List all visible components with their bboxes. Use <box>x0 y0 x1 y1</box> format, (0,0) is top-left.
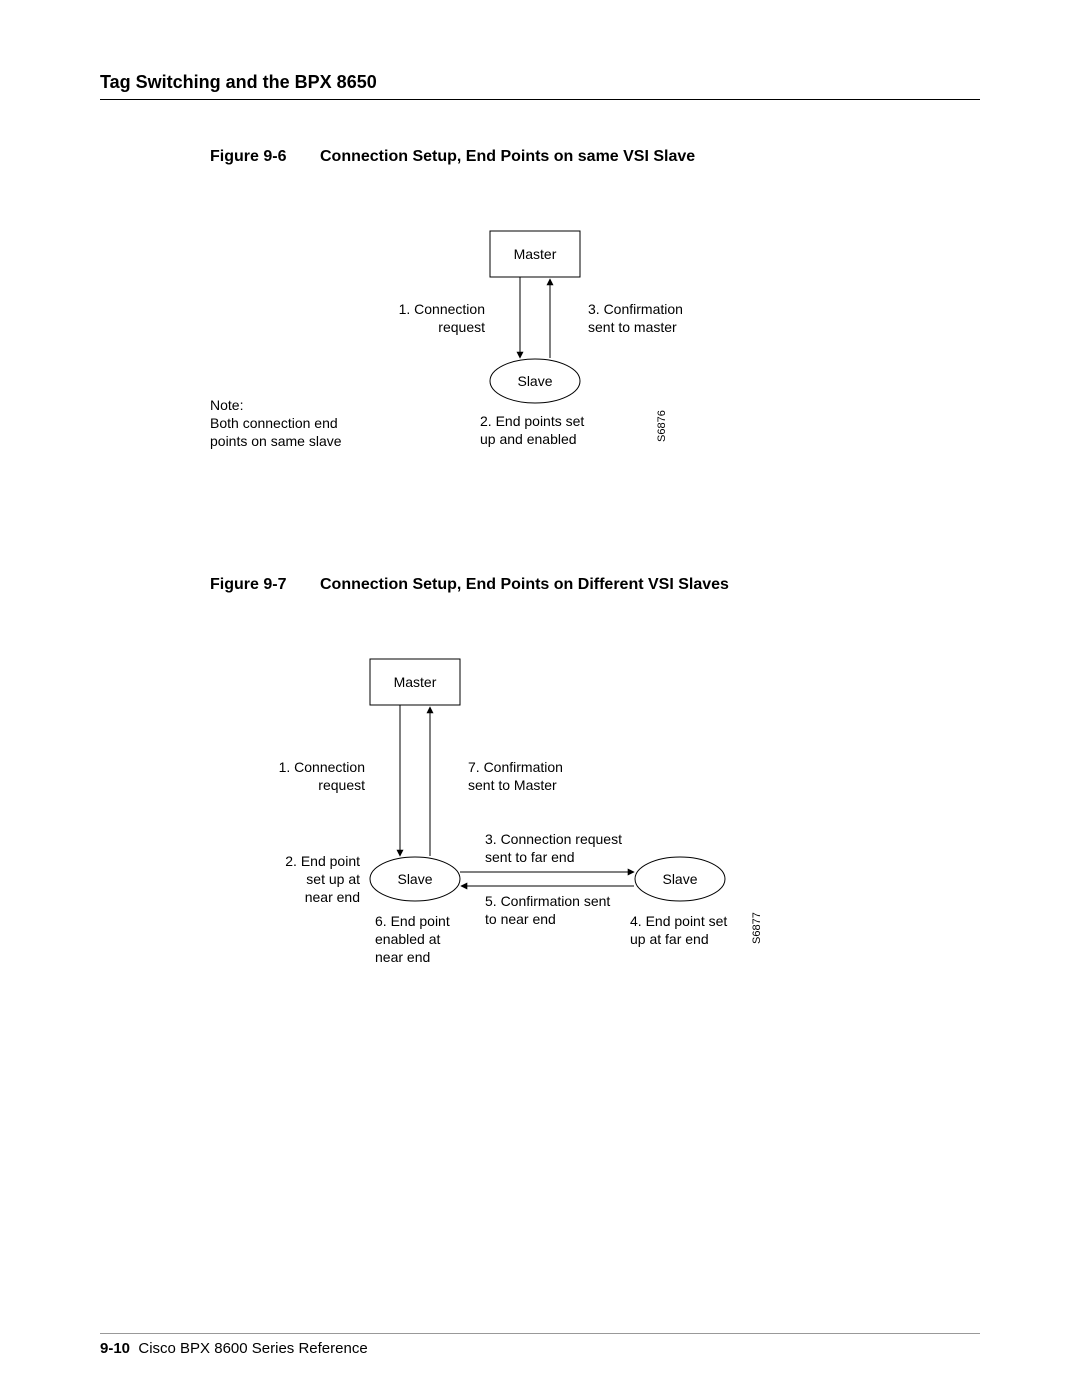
step5-line1: 5. Confirmation sent <box>485 893 610 909</box>
step3b-line2: sent to far end <box>485 849 575 865</box>
step2b-line2: set up at <box>306 871 360 887</box>
figure-number-1: Figure 9-6 <box>210 148 320 166</box>
step6-line3: near end <box>375 949 430 965</box>
figure-title-2: Connection Setup, End Points on Differen… <box>320 576 729 593</box>
slave-right-label: Slave <box>662 871 697 887</box>
figure-title-1: Connection Setup, End Points on same VSI… <box>320 148 695 165</box>
step2-line1: 2. End points set <box>480 413 584 429</box>
page-footer: 9-10 Cisco BPX 8600 Series Reference <box>100 1333 980 1357</box>
running-head: Tag Switching and the BPX 8650 <box>100 72 980 100</box>
note-head: Note: <box>210 397 243 413</box>
step3b-line1: 3. Connection request <box>485 831 622 847</box>
note-line2: points on same slave <box>210 433 342 449</box>
master-label: Master <box>514 246 557 262</box>
step1b-line2: request <box>318 777 365 793</box>
step4-line1: 4. End point set <box>630 913 727 929</box>
step1-line2: request <box>438 319 485 335</box>
note-line1: Both connection end <box>210 415 338 431</box>
step1-line1: 1. Connection <box>399 301 485 317</box>
figure-caption-2: Figure 9-7Connection Setup, End Points o… <box>210 576 980 594</box>
book-title: Cisco BPX 8600 Series Reference <box>138 1340 367 1357</box>
step5-line2: to near end <box>485 911 556 927</box>
step3-line2: sent to master <box>588 319 677 335</box>
slave-label: Slave <box>517 373 552 389</box>
spacer-1 <box>100 506 980 576</box>
step2b-line3: near end <box>305 889 360 905</box>
step3-line1: 3. Confirmation <box>588 301 683 317</box>
step4-line2: up at far end <box>630 931 709 947</box>
master-label-2: Master <box>394 674 437 690</box>
page-number: 9-10 <box>100 1340 130 1357</box>
slave-left-label: Slave <box>397 871 432 887</box>
figure-caption-1: Figure 9-6Connection Setup, End Points o… <box>210 148 980 166</box>
step1b-line1: 1. Connection <box>279 759 365 775</box>
page: Tag Switching and the BPX 8650 Figure 9-… <box>0 0 1080 1397</box>
step2-line2: up and enabled <box>480 431 577 447</box>
figure-number-2: Figure 9-7 <box>210 576 320 594</box>
step7-line2: sent to Master <box>468 777 557 793</box>
step6-line1: 6. End point <box>375 913 450 929</box>
step2b-line1: 2. End point <box>285 853 360 869</box>
figure-9-7: Master Slave Slave 1. Connection request… <box>190 634 890 994</box>
art-id-2: S6877 <box>751 912 763 944</box>
figure-9-6-svg: Master Slave 1. Connection request 3. Co… <box>210 206 910 506</box>
figure-9-6: Master Slave 1. Connection request 3. Co… <box>210 206 910 506</box>
art-id-1: S6876 <box>656 410 668 442</box>
figure-9-7-svg: Master Slave Slave 1. Connection request… <box>190 634 910 994</box>
step7-line1: 7. Confirmation <box>468 759 563 775</box>
step6-line2: enabled at <box>375 931 441 947</box>
